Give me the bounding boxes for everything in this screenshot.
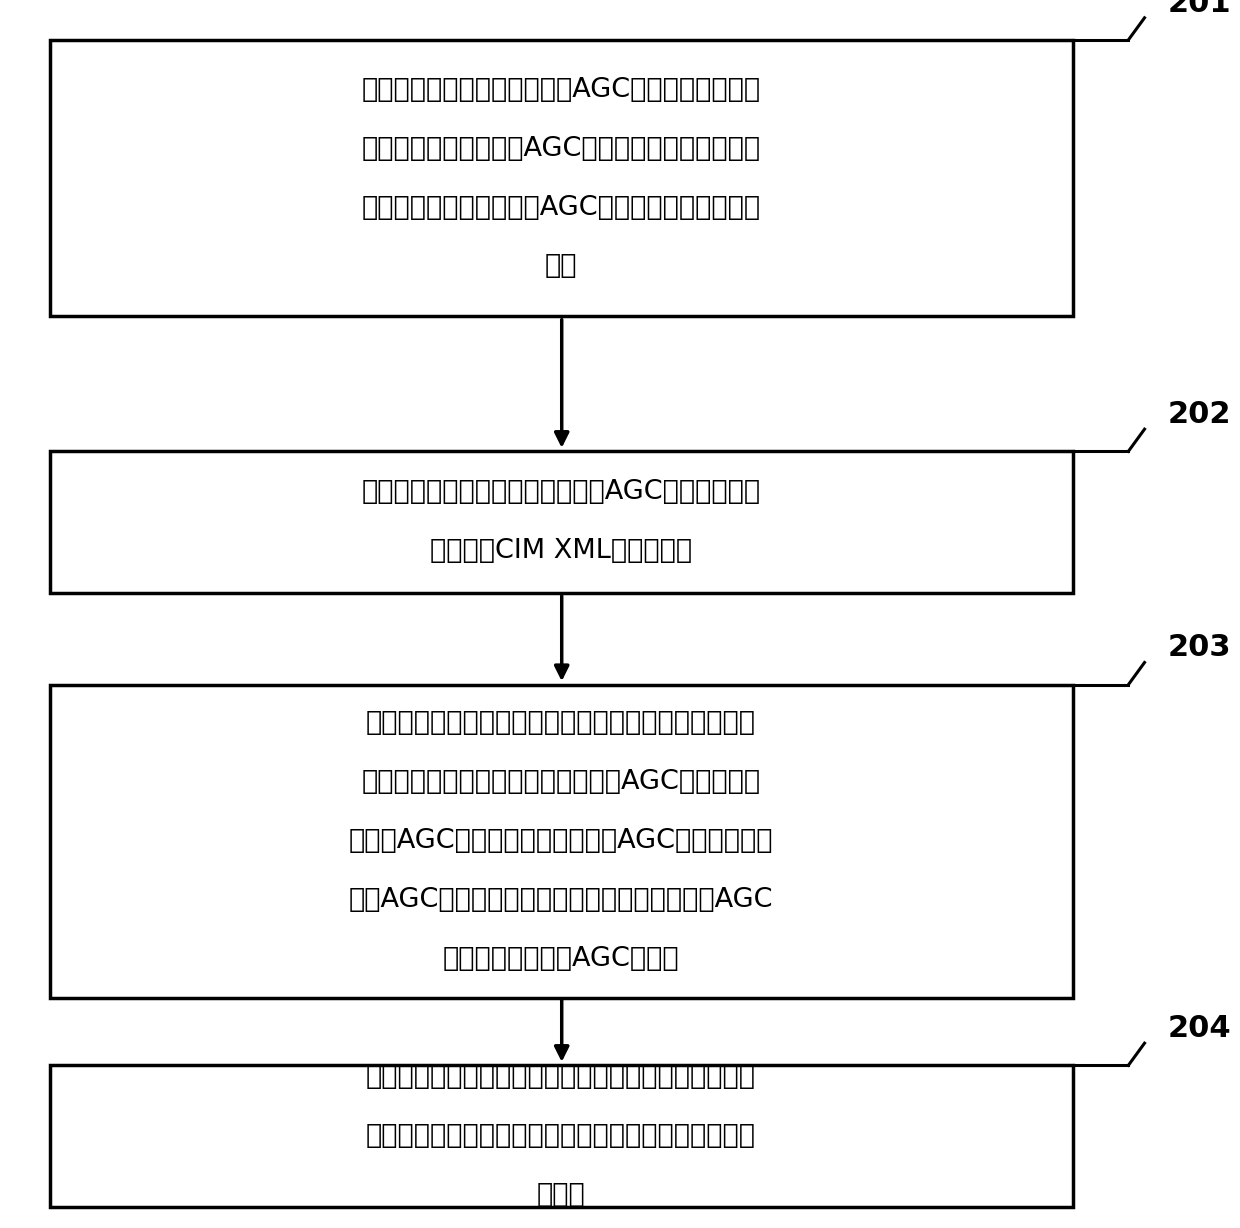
Text: 202: 202 <box>1168 400 1231 429</box>
Text: 在主调侧对经过维护的主调侧AGC模型进行第一验证: 在主调侧对经过维护的主调侧AGC模型进行第一验证 <box>362 76 760 103</box>
Text: ，并将通过第一验证的AGC模型发布至主调侧运行库: ，并将通过第一验证的AGC模型发布至主调侧运行库 <box>362 135 760 162</box>
Text: ，同时将通过第一验证的AGC模型导出成相应的模型: ，同时将通过第一验证的AGC模型导出成相应的模型 <box>362 194 760 221</box>
Text: 接收与主调侧操作信息相对应的操作报文并对操作报文: 接收与主调侧操作信息相对应的操作报文并对操作报文 <box>366 1063 756 1090</box>
Text: 接收经过维护和第一验证的主调侧AGC模型对应的文: 接收经过维护和第一验证的主调侧AGC模型对应的文 <box>362 479 760 506</box>
Text: 204: 204 <box>1168 1014 1231 1043</box>
Text: 作处理: 作处理 <box>537 1181 585 1208</box>
Text: 203: 203 <box>1168 634 1231 662</box>
Text: 进行解释，然后根据操作报文解释的结果完成相应的操: 进行解释，然后根据操作报文解释的结果完成相应的操 <box>366 1122 756 1149</box>
FancyBboxPatch shape <box>50 39 1073 316</box>
FancyBboxPatch shape <box>50 1065 1073 1206</box>
Text: 201: 201 <box>1168 0 1231 17</box>
FancyBboxPatch shape <box>50 452 1073 593</box>
FancyBboxPatch shape <box>50 685 1073 997</box>
Text: 模型发布至备调侧AGC运行库: 模型发布至备调侧AGC运行库 <box>443 946 680 973</box>
Text: 文件: 文件 <box>544 253 578 280</box>
Text: ，将模型文件变化部分对应的主调侧AGC模型变化部: ，将模型文件变化部分对应的主调侧AGC模型变化部 <box>362 769 760 796</box>
Text: 调侧AGC模型进行第二验证并将经过第二验证的AGC: 调侧AGC模型进行第二验证并将经过第二验证的AGC <box>348 887 774 914</box>
Text: 分导入AGC维护库，然后对备调侧AGC维护库中的主: 分导入AGC维护库，然后对备调侧AGC维护库中的主 <box>348 828 774 855</box>
Text: 件格式为CIM XML的模型文件: 件格式为CIM XML的模型文件 <box>430 538 692 565</box>
Text: 对接收到的模型文件与备调侧储存的模型文件进行对比: 对接收到的模型文件与备调侧储存的模型文件进行对比 <box>366 710 756 737</box>
